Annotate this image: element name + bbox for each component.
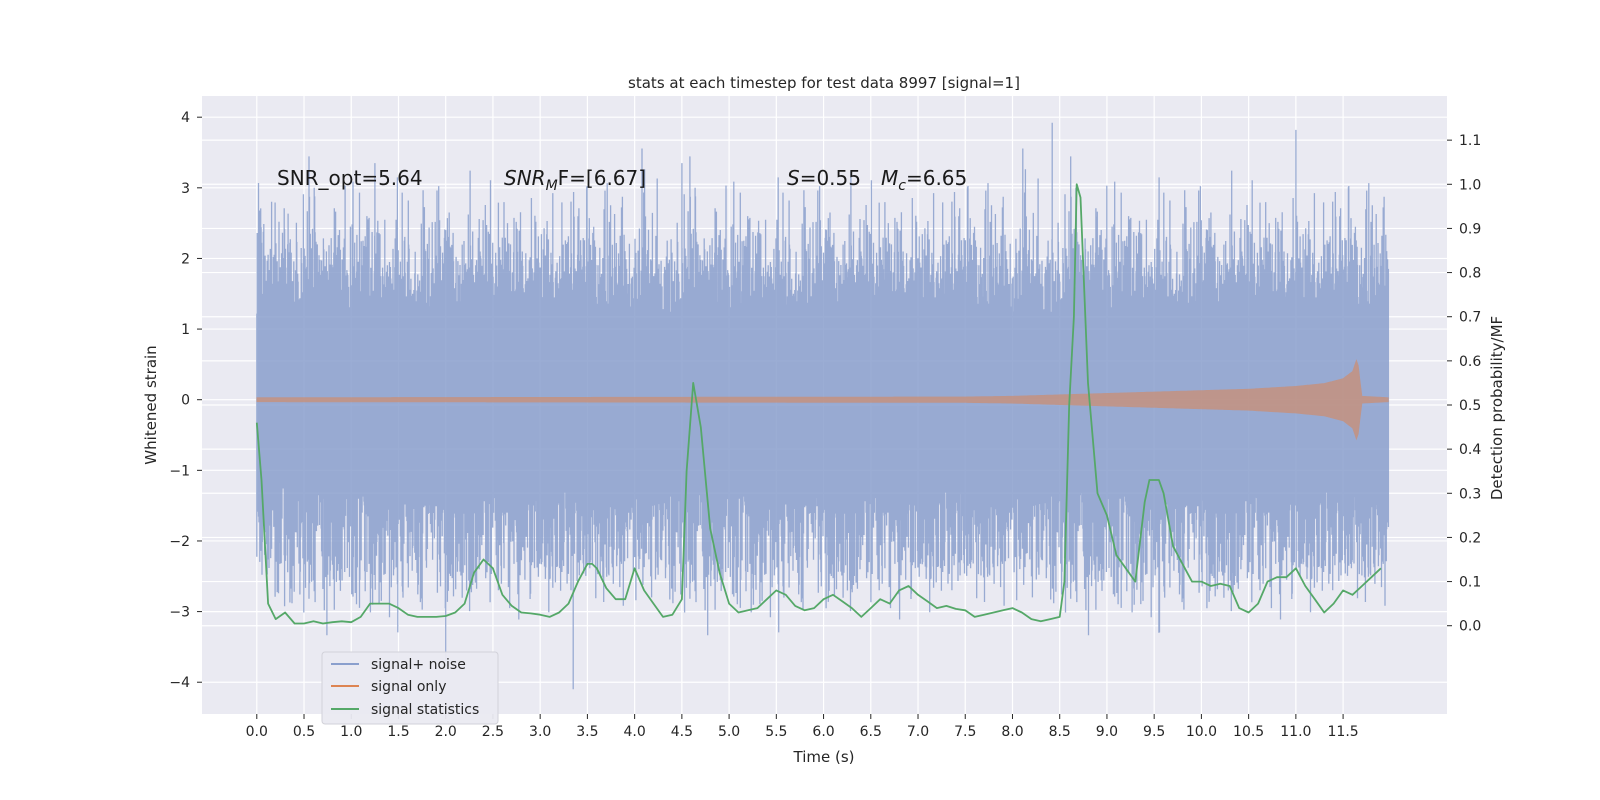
annotation-snr-opt: SNR_opt=5.64 (277, 166, 423, 190)
annotation-mc-sym: M (881, 166, 898, 190)
x-tick-label: 7.0 (907, 724, 929, 740)
y-tick-label: 0 (181, 393, 190, 409)
annotation-mc-sub: c (898, 178, 906, 194)
x-tick-label: 6.0 (812, 724, 834, 740)
y-right-tick-label: 0.9 (1459, 221, 1481, 237)
y-tick-label: −2 (169, 534, 190, 550)
y-right-tick-label: 0.4 (1459, 442, 1481, 458)
y-right-ticks: 0.0 0.1 0.2 0.3 0.4 0.5 0.6 0.7 0.8 0.9 1.0 1.1 (1447, 133, 1481, 635)
series-layer (255, 122, 1390, 690)
legend-label-signal-only: signal only (371, 679, 446, 695)
y-right-tick-label: 0.3 (1459, 486, 1481, 502)
y-tick-label: 1 (181, 322, 190, 338)
x-tick-label: 3.5 (576, 724, 598, 740)
y-tick-label: −4 (169, 675, 190, 691)
annotation-snr-mf-tail: F=[6.67] (558, 166, 646, 190)
x-tick-label: 4.5 (671, 724, 693, 740)
chart-title: stats at each timestep for test data 899… (628, 74, 1020, 92)
series-signal-statistics (255, 183, 1382, 625)
x-axis-label: Time (s) (793, 748, 855, 766)
x-tick-label: 0.5 (293, 724, 315, 740)
x-tick-label: 4.0 (623, 724, 645, 740)
y-tick-label: −3 (169, 605, 190, 621)
x-tick-label: 7.5 (954, 724, 976, 740)
y-right-axis-label: Detection probability/MF (1488, 316, 1506, 500)
x-tick-label: 11.0 (1280, 724, 1311, 740)
y-tick-label: −1 (169, 463, 190, 479)
x-tick-label: 2.0 (435, 724, 457, 740)
y-tick-label: 3 (181, 181, 190, 197)
annotation-mc-val: =6.65 (906, 166, 967, 190)
x-tick-label: 3.0 (529, 724, 551, 740)
annotation-s-sym: S (787, 166, 800, 190)
x-tick-label: 8.5 (1049, 724, 1071, 740)
x-tick-label: 1.5 (387, 724, 409, 740)
y-right-tick-label: 0.2 (1459, 530, 1481, 546)
x-tick-label: 2.5 (482, 724, 504, 740)
x-tick-label: 11.5 (1328, 724, 1359, 740)
y-axis-label: Whitened strain (142, 345, 160, 464)
x-tick-label: 6.5 (860, 724, 882, 740)
x-tick-label: 5.5 (765, 724, 787, 740)
annotation-s-val: =0.55 (800, 166, 861, 190)
x-tick-label: 1.0 (340, 724, 362, 740)
x-tick-label: 10.0 (1186, 724, 1217, 740)
annotation-snr-mf-main: SNR (504, 166, 546, 190)
annotation-snr-mf: SNRMF=[6.67] (504, 166, 646, 194)
y-right-tick-label: 1.0 (1459, 177, 1481, 193)
x-tick-label: 9.0 (1096, 724, 1118, 740)
annotation-s: S=0.55 (787, 166, 861, 190)
legend-box (321, 651, 499, 725)
x-ticks: 0.0 0.5 1.0 1.5 2.0 2.5 3.0 3.5 4.0 4.5 5.0 5.5 6.0 6… (246, 714, 1359, 740)
y-right-tick-label: 0.1 (1459, 575, 1481, 591)
y-right-tick-label: 0.5 (1459, 398, 1481, 414)
y-right-tick-label: 0.0 (1459, 619, 1481, 635)
legend: signal+ noise signal only signal statist… (321, 651, 499, 725)
legend-label-signal-noise: signal+ noise (371, 657, 466, 673)
x-tick-label: 9.5 (1143, 724, 1165, 740)
x-tick-label: 10.5 (1233, 724, 1264, 740)
annotation-mc: Mc=6.65 (881, 166, 967, 194)
series-signal-only (256, 359, 1389, 441)
y-right-tick-label: 0.8 (1459, 266, 1481, 282)
y-right-tick-label: 0.7 (1459, 310, 1481, 326)
x-tick-label: 5.0 (718, 724, 740, 740)
y-tick-label: 2 (181, 251, 190, 267)
legend-label-signal-statistics: signal statistics (371, 702, 479, 718)
y-right-tick-label: 1.1 (1459, 133, 1481, 149)
annotation-snr-mf-sub: M (546, 178, 558, 194)
x-tick-label: 8.0 (1001, 724, 1023, 740)
y-tick-label: 4 (181, 110, 190, 126)
y-right-tick-label: 0.6 (1459, 354, 1481, 370)
x-tick-label: 0.0 (246, 724, 268, 740)
y-ticks: −4 −3 −2 −1 0 1 2 3 4 (169, 110, 202, 691)
